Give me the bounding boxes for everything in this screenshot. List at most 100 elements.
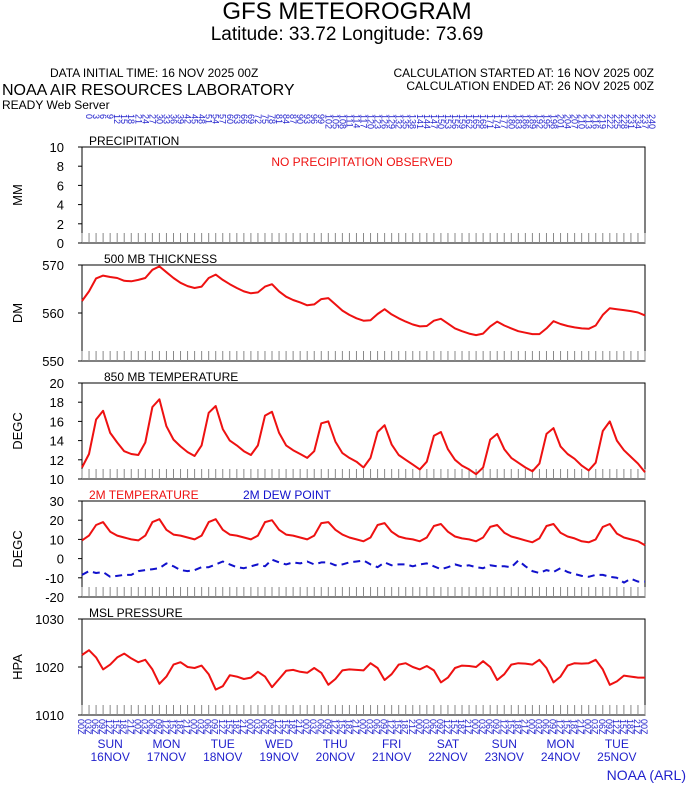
y-axis-label: HPA: [10, 654, 25, 680]
forecast-hour-label: 24: [140, 114, 150, 124]
dew-point-line: [81, 558, 645, 584]
utc-time-label: 21Z: [519, 719, 529, 735]
y-tick-label: 30: [50, 494, 64, 509]
forecast-hour-label: 135: [401, 114, 411, 129]
forecast-hour-label: 237: [640, 114, 650, 129]
utc-time-label: 03Z: [477, 719, 487, 735]
y-tick-label: 10: [50, 472, 64, 487]
utc-time-label: 21Z: [294, 719, 304, 735]
forecast-hour-label: 72: [253, 114, 263, 124]
utc-time-label: 12Z: [386, 719, 396, 735]
utc-time-label: 00Z: [358, 719, 368, 735]
y-tick-label: 1010: [35, 708, 64, 723]
forecast-hour-label: 27: [147, 114, 157, 124]
utc-time-label: 09Z: [548, 719, 558, 735]
utc-time-label: 09Z: [322, 719, 332, 735]
utc-time-label: 09Z: [97, 719, 107, 735]
utc-time-label: 03Z: [421, 719, 431, 735]
utc-time-label: 06Z: [259, 719, 269, 735]
utc-time-label: 12Z: [442, 719, 452, 735]
panel-title: MSL PRESSURE: [89, 606, 183, 620]
date-label: 20NOV: [316, 750, 355, 764]
forecast-hour-label: 132: [394, 114, 404, 129]
chart-title: GFS METEOROGRAM: [222, 0, 472, 25]
forecast-hour-label: 99: [316, 114, 326, 124]
utc-time-label: 06Z: [372, 719, 382, 735]
utc-time-label: 18Z: [231, 719, 241, 735]
date-label: 16NOV: [90, 750, 129, 764]
utc-time-label: 18Z: [400, 719, 410, 735]
forecast-hour-label: 225: [612, 114, 622, 129]
forecast-hour-label: 210: [577, 114, 587, 129]
utc-time-label: 09Z: [153, 719, 163, 735]
series-line: [81, 649, 645, 691]
utc-time-label: 18Z: [625, 719, 635, 735]
y-tick-label: 12: [50, 453, 64, 468]
y-tick-label: 4: [57, 198, 64, 213]
forecast-hour-label: 39: [175, 114, 185, 124]
forecast-hour-label: 168: [478, 114, 488, 129]
forecast-hour-label: 33: [161, 114, 171, 124]
y-tick-label: 6: [57, 178, 64, 193]
utc-time-label: 09Z: [379, 719, 389, 735]
y-axis-label: DEGC: [10, 412, 25, 450]
y-tick-label: 8: [57, 159, 64, 174]
date-label: 22NOV: [428, 750, 467, 764]
lab-name: NOAA AIR RESOURCES LABORATORY: [2, 82, 295, 99]
utc-time-label: 06Z: [146, 719, 156, 735]
forecast-hour-label: 174: [492, 114, 502, 129]
y-tick-label: 20: [50, 513, 64, 528]
utc-time-label: 15Z: [393, 719, 403, 735]
utc-time-label: 15Z: [280, 719, 290, 735]
forecast-hour-label: 186: [520, 114, 530, 129]
forecast-hour-label: 0: [84, 114, 94, 119]
utc-time-label: 15Z: [505, 719, 515, 735]
forecast-hour-label: 57: [218, 114, 228, 124]
utc-time-label: 06Z: [597, 719, 607, 735]
panel-annotation: NO PRECIPITATION OBSERVED: [271, 155, 453, 169]
forecast-hour-label: 204: [563, 114, 573, 129]
series-line: [81, 265, 646, 337]
utc-time-label: 00Z: [189, 719, 199, 735]
utc-time-label: 00Z: [76, 719, 86, 735]
forecast-hour-label: 177: [499, 114, 509, 129]
panel-frame: [81, 618, 646, 716]
utc-time-label: 03Z: [308, 719, 318, 735]
forecast-hour-label: 36: [168, 114, 178, 124]
y-tick-label: 0: [57, 552, 64, 567]
utc-time-label: 09Z: [266, 719, 276, 735]
y-tick-label: 0: [57, 236, 64, 251]
y-tick-label: 10: [50, 532, 64, 547]
utc-time-label: 12Z: [273, 719, 283, 735]
forecast-hour-label: 51: [204, 114, 214, 124]
forecast-hour-label: 123: [373, 114, 383, 129]
utc-time-label: 21Z: [182, 719, 192, 735]
utc-time-label: 15Z: [167, 719, 177, 735]
forecast-hour-label: 21: [133, 114, 143, 124]
forecast-hour-label: 75: [260, 114, 270, 124]
utc-time-label: 06Z: [315, 719, 325, 735]
forecast-hour-label: 90: [295, 114, 305, 124]
utc-time-label: 09Z: [604, 719, 614, 735]
forecast-hour-label: 228: [619, 114, 629, 129]
utc-time-label: 12Z: [498, 719, 508, 735]
calculation-ended: CALCULATION ENDED AT: 26 NOV 2025 00Z: [406, 79, 654, 93]
forecast-hour-label: 240: [647, 114, 657, 129]
utc-time-label: 03Z: [252, 719, 262, 735]
utc-time-label: 18Z: [175, 719, 185, 735]
date-label: 18NOV: [203, 750, 242, 764]
forecast-hour-label: 81: [274, 114, 284, 124]
utc-time-label: 15Z: [224, 719, 234, 735]
utc-time-label: 09Z: [491, 719, 501, 735]
forecast-hour-label: 9: [105, 114, 115, 119]
utc-time-label: 21Z: [238, 719, 248, 735]
forecast-hour-label: 234: [633, 114, 643, 129]
y-tick-label: 18: [50, 395, 64, 410]
utc-time-label: 06Z: [484, 719, 494, 735]
forecast-hour-label: 201: [556, 114, 566, 129]
credit-label: NOAA (ARL): [606, 767, 686, 783]
forecast-hour-label: 63: [232, 114, 242, 124]
forecast-hour-label: 216: [591, 114, 601, 129]
utc-time-label: 06Z: [90, 719, 100, 735]
date-label: 17NOV: [147, 750, 186, 764]
